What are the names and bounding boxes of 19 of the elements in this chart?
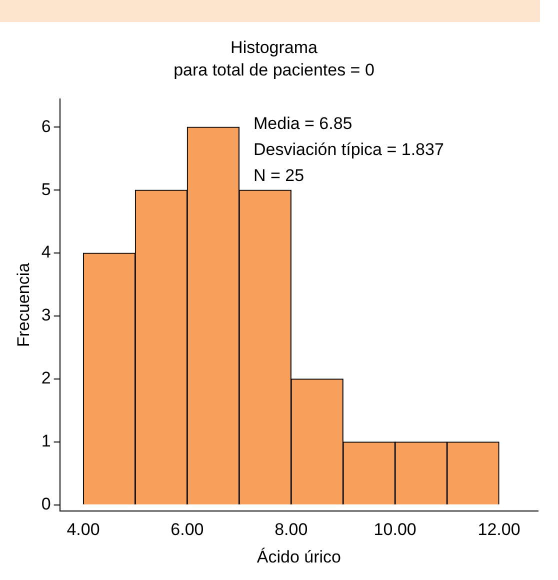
annotation: Desviación típica = 1.837 <box>254 140 444 159</box>
chart-subtitle: para total de pacientes = 0 <box>174 60 374 80</box>
y-tick-label: 4 <box>41 242 51 262</box>
annotation: Media = 6.85 <box>254 114 352 133</box>
x-tick-label: 12.00 <box>478 520 520 540</box>
y-tick-label: 1 <box>41 432 51 451</box>
x-tick-label: 4.00 <box>66 520 100 540</box>
y-tick-label: 3 <box>41 306 51 325</box>
x-tick-label: 6.00 <box>170 520 204 540</box>
x-tick-label: 10.00 <box>374 520 416 540</box>
chart-title: Histograma <box>230 38 318 57</box>
y-tick-label: 2 <box>41 368 51 388</box>
x-axis-title: Ácido úrico <box>256 547 341 566</box>
y-tick-label: 6 <box>41 116 51 136</box>
y-tick-label: 5 <box>41 180 51 199</box>
y-tick-label: 0 <box>41 494 51 514</box>
y-axis-title: Frecuencia <box>14 262 33 348</box>
annotation: N = 25 <box>254 166 304 185</box>
x-tick-label: 8.00 <box>274 520 308 540</box>
